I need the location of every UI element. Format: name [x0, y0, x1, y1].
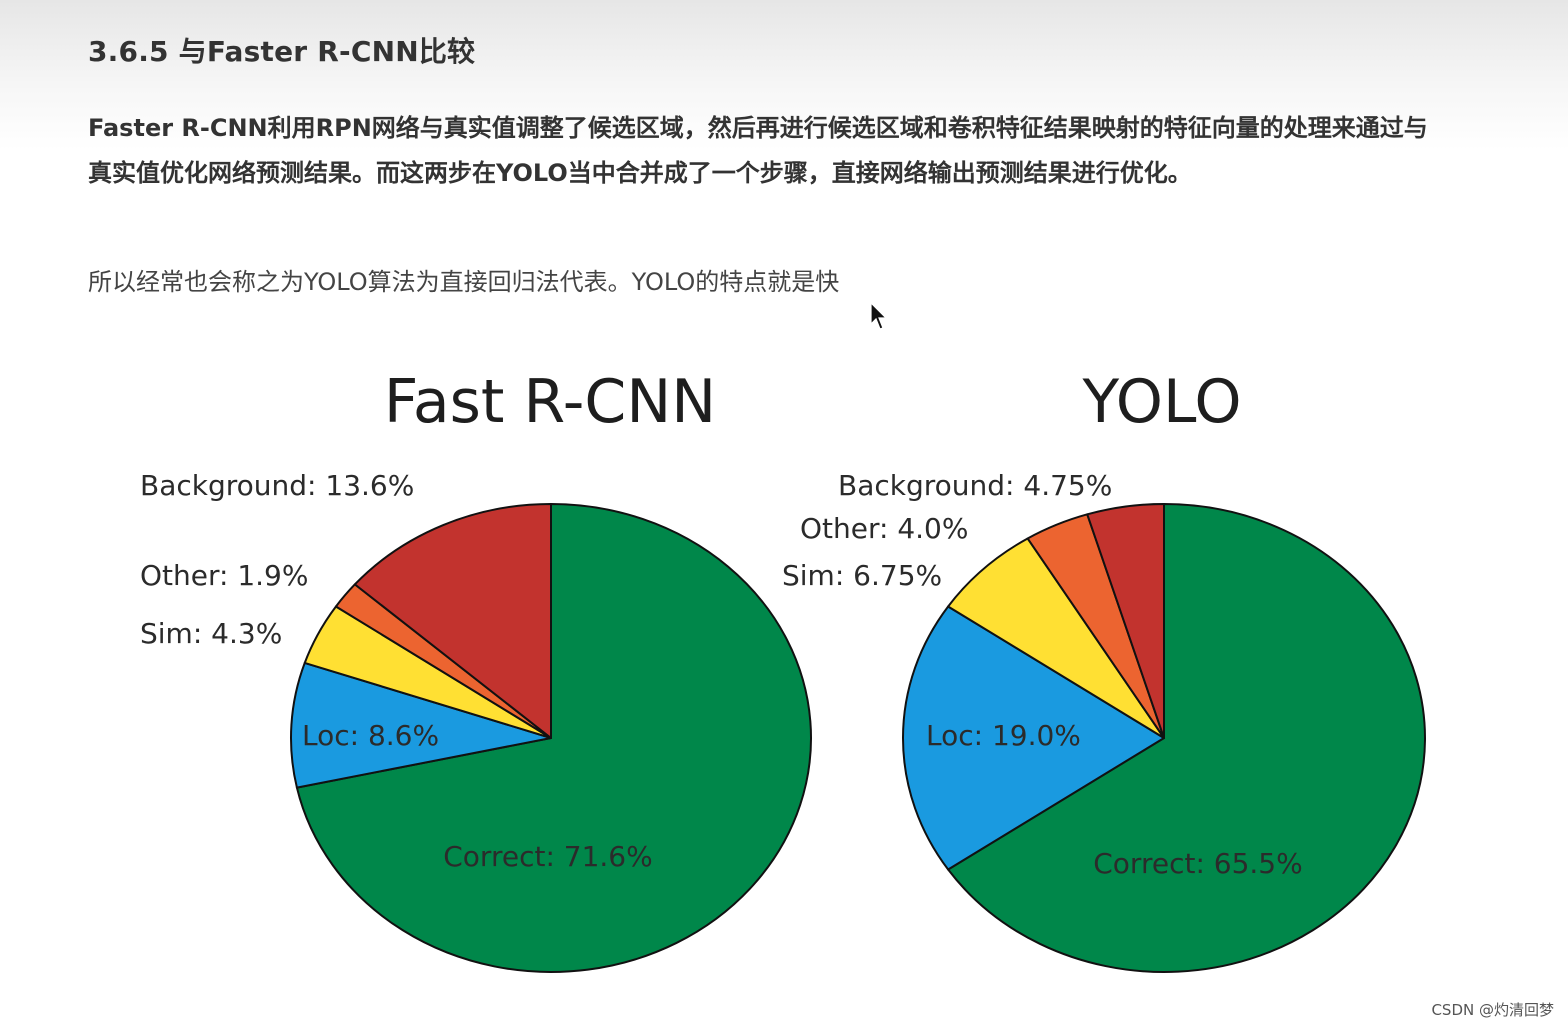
label-yolo-background: Background: 4.75%: [838, 469, 1112, 502]
label-yolo-loc: Loc: 19.0%: [926, 719, 1081, 752]
pie-slice-yolo-loc: [901, 605, 1165, 871]
pie-slice-fast-rcnn-loc: [290, 661, 552, 789]
pie-slice-fast-rcnn-correct: [295, 503, 812, 973]
label-fast-rcnn-loc: Loc: 8.6%: [302, 719, 439, 752]
watermark: CSDN @灼清回梦: [1431, 1001, 1554, 1019]
chart-yolo: YOLO Correct: 65.5% Loc: 19.0% Sim: 6.75…: [782, 367, 1426, 973]
label-yolo-other: Other: 4.0%: [800, 512, 968, 545]
mouse-cursor-icon: [870, 302, 888, 330]
label-fast-rcnn-background: Background: 13.6%: [140, 469, 414, 502]
pie-slice-yolo-correct: [947, 503, 1426, 973]
label-yolo-sim: Sim: 6.75%: [782, 559, 942, 592]
label-fast-rcnn-correct: Correct: 71.6%: [443, 840, 652, 873]
comparison-paragraph: Faster R-CNN利用RPN网络与真实值调整了候选区域，然后再进行候选区域…: [88, 114, 1428, 187]
label-fast-rcnn-sim: Sim: 4.3%: [140, 617, 282, 650]
chart-title-fast-rcnn: Fast R-CNN: [384, 367, 716, 437]
pie-slice-fast-rcnn-background: [353, 503, 552, 739]
section-heading: 3.6.5 与Faster R-CNN比较: [88, 35, 476, 68]
chart-fast-rcnn: Fast R-CNN Correct: 71.6% Loc: 8.6% Sim:…: [140, 367, 812, 973]
pie-charts-figure: Fast R-CNN Correct: 71.6% Loc: 8.6% Sim:…: [140, 367, 1426, 973]
label-yolo-correct: Correct: 65.5%: [1093, 847, 1302, 880]
summary-paragraph: 所以经常也会称之为YOLO算法为直接回归法代表。YOLO的特点就是快: [88, 268, 840, 296]
label-fast-rcnn-other: Other: 1.9%: [140, 559, 308, 592]
pie-yolo: [901, 503, 1426, 973]
pie-slice-yolo-background: [1086, 503, 1165, 739]
chart-title-yolo: YOLO: [1081, 367, 1241, 437]
pie-slice-yolo-sim: [947, 537, 1165, 739]
pie-fast-rcnn: [290, 503, 812, 973]
